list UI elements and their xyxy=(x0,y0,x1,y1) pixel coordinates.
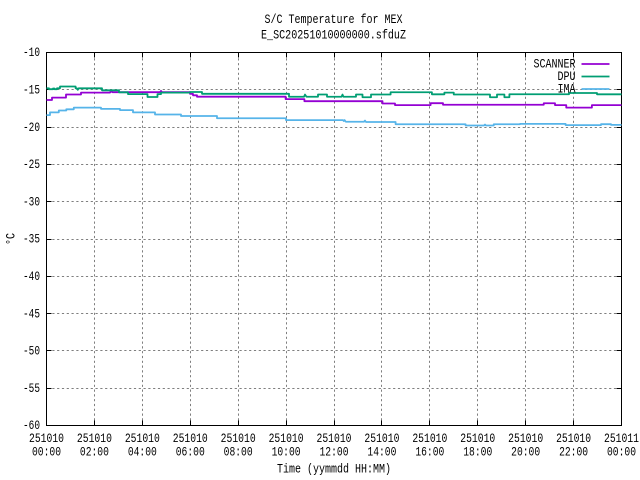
svg-text:251010: 251010 xyxy=(460,431,495,446)
svg-text:-20: -20 xyxy=(23,120,40,135)
svg-text:-40: -40 xyxy=(23,269,40,284)
svg-text:°C: °C xyxy=(4,233,19,245)
svg-text:SCANNER: SCANNER xyxy=(534,56,576,71)
svg-text:S/C Temperature for MEX: S/C Temperature for MEX xyxy=(265,12,403,27)
svg-text:251010: 251010 xyxy=(364,431,399,446)
svg-text:16:00: 16:00 xyxy=(415,445,444,460)
svg-text:20:00: 20:00 xyxy=(511,445,540,460)
svg-text:00:00: 00:00 xyxy=(32,445,61,460)
svg-text:251010: 251010 xyxy=(173,431,208,446)
svg-text:-10: -10 xyxy=(23,45,40,60)
svg-text:-25: -25 xyxy=(23,157,40,172)
svg-text:DPU: DPU xyxy=(558,69,576,84)
svg-text:251010: 251010 xyxy=(221,431,256,446)
svg-text:251010: 251010 xyxy=(412,431,447,446)
svg-text:-60: -60 xyxy=(23,418,40,433)
svg-text:Time (yymmdd HH:MM): Time (yymmdd HH:MM) xyxy=(277,461,391,476)
svg-text:IMA: IMA xyxy=(558,82,576,97)
svg-text:251011: 251011 xyxy=(604,431,639,446)
svg-text:-35: -35 xyxy=(23,232,40,247)
svg-text:251010: 251010 xyxy=(29,431,64,446)
svg-text:02:00: 02:00 xyxy=(80,445,109,460)
svg-text:14:00: 14:00 xyxy=(367,445,396,460)
svg-text:04:00: 04:00 xyxy=(128,445,157,460)
svg-text:-55: -55 xyxy=(23,381,40,396)
svg-text:251010: 251010 xyxy=(77,431,112,446)
svg-text:18:00: 18:00 xyxy=(463,445,492,460)
svg-text:-45: -45 xyxy=(23,306,40,321)
svg-text:22:00: 22:00 xyxy=(559,445,588,460)
svg-text:251010: 251010 xyxy=(125,431,160,446)
svg-text:251010: 251010 xyxy=(556,431,591,446)
svg-text:08:00: 08:00 xyxy=(224,445,253,460)
svg-text:251010: 251010 xyxy=(317,431,352,446)
svg-text:251010: 251010 xyxy=(508,431,543,446)
svg-text:-30: -30 xyxy=(23,194,40,209)
svg-text:00:00: 00:00 xyxy=(607,445,636,460)
svg-text:-15: -15 xyxy=(23,83,40,98)
svg-text:10:00: 10:00 xyxy=(272,445,301,460)
svg-text:E_SC20251010000000.sfduZ: E_SC20251010000000.sfduZ xyxy=(261,27,406,42)
svg-text:06:00: 06:00 xyxy=(176,445,205,460)
svg-text:12:00: 12:00 xyxy=(320,445,349,460)
svg-text:-50: -50 xyxy=(23,344,40,359)
svg-text:251010: 251010 xyxy=(269,431,304,446)
